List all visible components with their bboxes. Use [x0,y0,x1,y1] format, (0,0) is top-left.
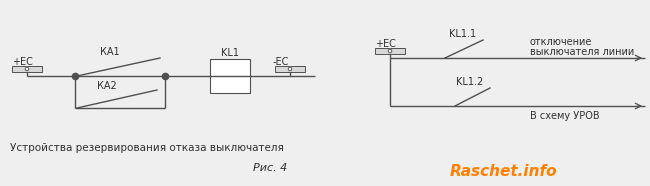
Bar [210,59,250,93]
Text: В схему УРОВ: В схему УРОВ [530,111,599,121]
Text: КА2: КА2 [97,81,117,91]
Circle shape [388,49,392,53]
Text: Raschet.info: Raschet.info [450,164,558,179]
Bar [275,66,305,72]
Text: -ЕС: -ЕС [273,57,289,67]
Text: +ЕС: +ЕС [375,39,396,49]
Circle shape [288,67,292,71]
Text: отключение: отключение [530,37,592,47]
Text: Рис. 4: Рис. 4 [253,163,287,173]
Text: +ЕС: +ЕС [12,57,33,67]
Text: выключателя линии: выключателя линии [530,47,634,57]
Text: KL1: KL1 [221,48,239,58]
Text: КА1: КА1 [100,47,120,57]
Circle shape [25,67,29,71]
Bar [375,48,405,54]
Text: KL1.1: KL1.1 [449,29,476,39]
Text: Устройства резервирования отказа выключателя: Устройства резервирования отказа выключа… [10,143,284,153]
Text: KL1.2: KL1.2 [456,77,484,87]
Bar [12,66,42,72]
